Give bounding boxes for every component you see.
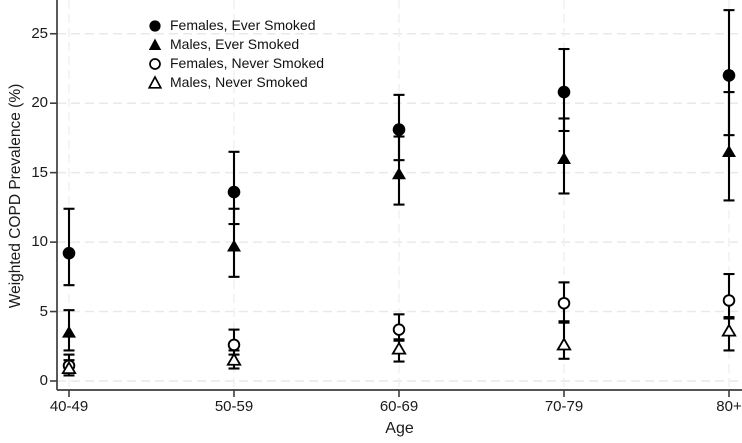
y-tick-label: 0 <box>39 372 48 389</box>
y-tick-label: 20 <box>31 94 48 112</box>
open-circle-icon <box>147 55 163 71</box>
legend: Females, Ever Smoked Males, Ever Smoked … <box>147 15 324 91</box>
y-tick-label: 15 <box>31 163 48 181</box>
legend-item-label: Males, Ever Smoked <box>170 35 300 52</box>
y-tick-label: 5 <box>39 302 48 320</box>
markers-series-0 <box>62 69 736 260</box>
y-axis-title: Weighted COPD Prevalence (%) <box>7 83 24 309</box>
legend-item-label: Females, Never Smoked <box>170 54 325 71</box>
filled-circle-icon <box>147 17 163 33</box>
axes <box>50 0 742 397</box>
x-tick-label: 50-59 <box>214 398 254 415</box>
x-axis-title: Age <box>385 420 414 437</box>
filled-triangle-icon <box>147 36 163 52</box>
x-tick-label: 40-49 <box>49 398 89 415</box>
y-tick-label: 10 <box>31 233 48 251</box>
legend-item-label: Males, Never Smoked <box>170 73 308 90</box>
x-tick-label: 60-69 <box>379 398 419 415</box>
markers-series-1 <box>62 145 736 338</box>
legend-item: Males, Never Smoked <box>147 72 324 91</box>
y-tick-label: 25 <box>31 24 48 42</box>
open-triangle-icon <box>147 74 163 90</box>
markers-series-3 <box>61 323 737 374</box>
x-tick-label: 70-79 <box>544 398 584 415</box>
x-tick-label: 80+ <box>716 398 742 415</box>
legend-item: Males, Ever Smoked <box>147 34 324 53</box>
legend-item-label: Females, Ever Smoked <box>170 16 316 33</box>
legend-item: Females, Never Smoked <box>147 53 324 72</box>
legend-item: Females, Ever Smoked <box>147 15 324 34</box>
